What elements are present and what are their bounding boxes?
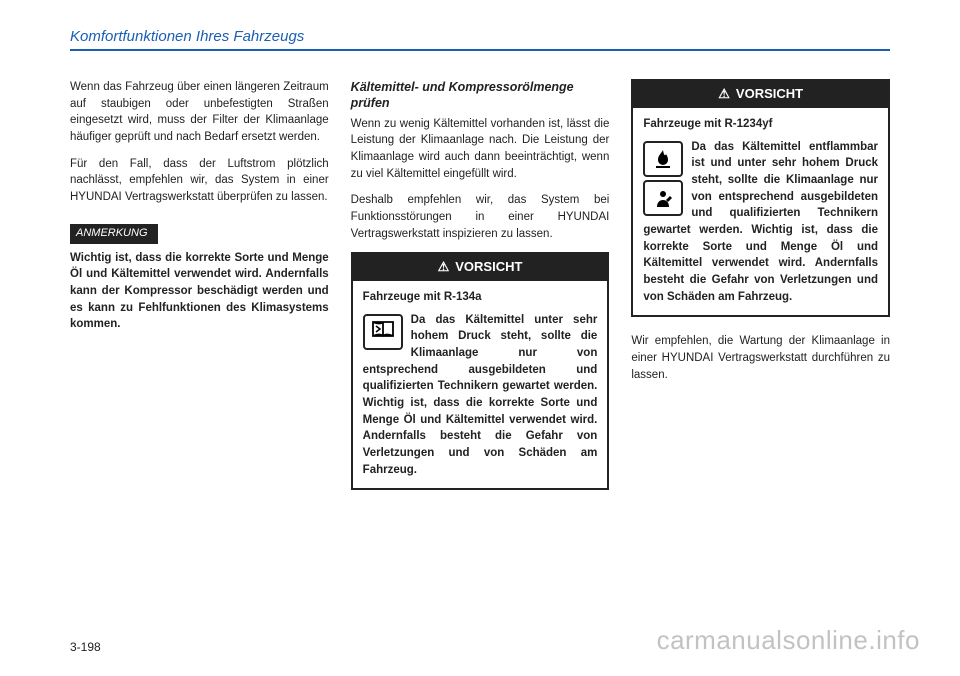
caution-box-r134a: ⚠ VORSICHT Fahrzeuge mit R-134a Da das K…	[351, 252, 610, 490]
content-columns: Wenn das Fahrzeug über einen längeren Ze…	[70, 79, 890, 490]
caution-head-label: VORSICHT	[455, 258, 522, 277]
page-number: 3-198	[70, 640, 101, 654]
manual-book-icon	[363, 314, 403, 350]
column-2: Kältemittel- und Kompressorölmenge prüfe…	[351, 79, 610, 490]
header-rule: Komfortfunktionen Ihres Fahrzeugs	[70, 28, 890, 51]
caution-header: ⚠ VORSICHT	[353, 254, 608, 281]
column-3: ⚠ VORSICHT Fahrzeuge mit R-1234yf Da das…	[631, 79, 890, 490]
warning-triangle-icon: ⚠	[438, 258, 450, 277]
col1-paragraph-2: Für den Fall, dass der Luftstrom plötzli…	[70, 156, 329, 206]
caution-head-label: VORSICHT	[736, 85, 803, 104]
col1-paragraph-1: Wenn das Fahrzeug über einen längeren Ze…	[70, 79, 329, 146]
caution-body: Da das Kältemittel unter sehr hohem Druc…	[363, 312, 598, 479]
caution-subtitle: Fahrzeuge mit R-1234yf	[643, 116, 878, 133]
manual-page: Komfortfunktionen Ihres Fahrzeugs Wenn d…	[0, 0, 960, 676]
watermark: carmanualsonline.info	[657, 625, 920, 656]
note-label: ANMERKUNG	[70, 224, 158, 244]
caution-body: Da das Kältemittel entflammbar ist und u…	[643, 139, 878, 306]
icon-stack	[643, 141, 683, 219]
section-title: Komfortfunktionen Ihres Fahrzeugs	[70, 28, 890, 45]
col2-subheading: Kältemittel- und Kompressorölmenge prüfe…	[351, 79, 610, 112]
flammable-icon	[643, 141, 683, 177]
technician-icon	[643, 180, 683, 216]
column-1: Wenn das Fahrzeug über einen längeren Ze…	[70, 79, 329, 490]
caution-box-r1234yf: ⚠ VORSICHT Fahrzeuge mit R-1234yf Da das…	[631, 79, 890, 317]
warning-triangle-icon: ⚠	[718, 85, 730, 104]
col3-paragraph-1: Wir empfehlen, die Wartung der Klimaanla…	[631, 333, 890, 383]
col2-paragraph-2: Deshalb empfehlen wir, das System bei Fu…	[351, 192, 610, 242]
book-glyph	[371, 319, 395, 345]
col2-paragraph-1: Wenn zu wenig Kältemittel vorhanden ist,…	[351, 116, 610, 183]
caution-subtitle: Fahrzeuge mit R-134a	[363, 289, 598, 306]
caution-header: ⚠ VORSICHT	[633, 81, 888, 108]
col1-note-text: Wichtig ist, dass die korrekte Sorte und…	[70, 250, 329, 333]
